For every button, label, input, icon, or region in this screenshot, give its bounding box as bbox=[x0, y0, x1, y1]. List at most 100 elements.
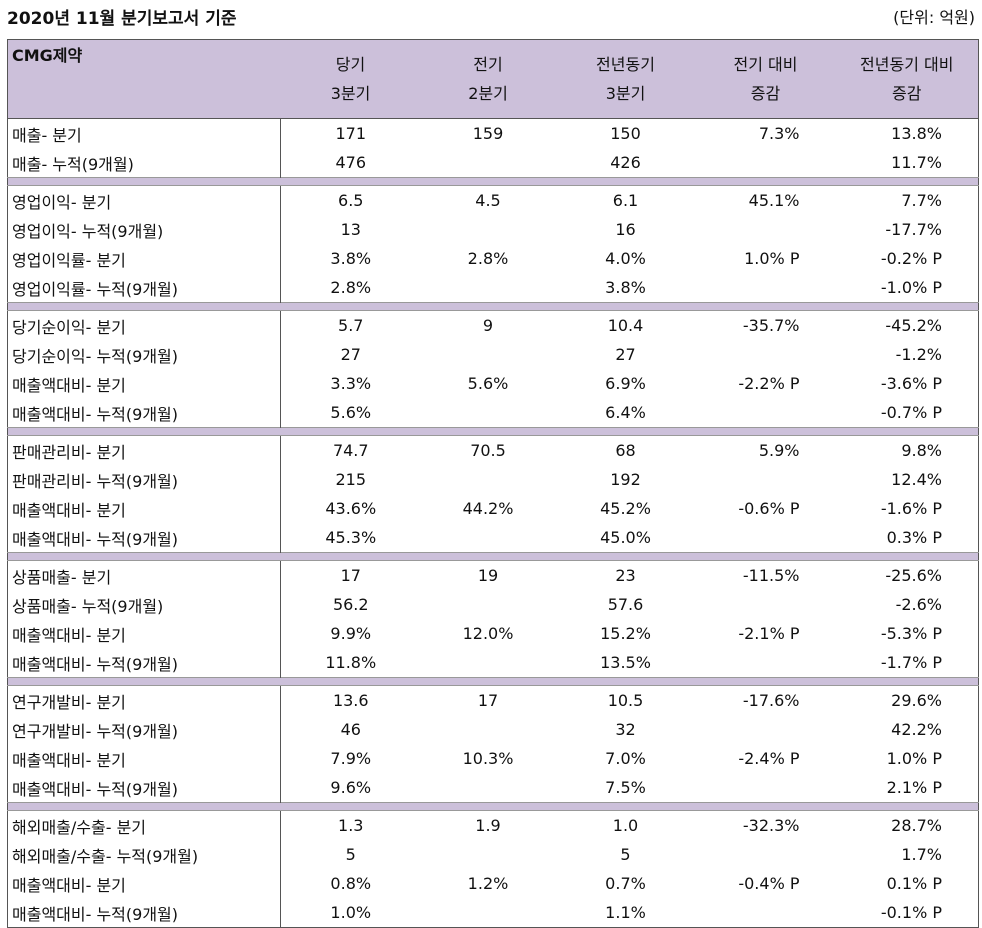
cell-current: 3.8% bbox=[330, 249, 372, 268]
section-divider-bar bbox=[7, 302, 979, 311]
section-divider bbox=[7, 302, 979, 311]
cell-vs-previous bbox=[696, 590, 836, 619]
cell-vs-year-ago: 1.0% P bbox=[886, 749, 942, 768]
cell-year-ago: 23 bbox=[615, 566, 636, 585]
table-row: 매출- 분기 171 159 150 7.3% 13.8% bbox=[7, 118, 979, 148]
cell-year-ago: 32 bbox=[615, 720, 636, 739]
col-header-year-ago: 전년동기 3분기 bbox=[555, 39, 696, 119]
row-label: 해외매출/수출- 분기 bbox=[7, 810, 281, 840]
cell-previous: 19 bbox=[477, 566, 499, 585]
col-header-line: 전기 bbox=[473, 55, 503, 74]
table-row: 상품매출- 누적(9개월) 56.2 57.6 -2.6% bbox=[7, 590, 979, 619]
cell-vs-previous: -32.3% bbox=[742, 816, 800, 835]
table-row: 영업이익- 분기 6.5 4.5 6.1 45.1% 7.7% bbox=[7, 185, 979, 215]
cell-current: 2.8% bbox=[330, 278, 372, 297]
table-row: 매출액대비- 누적(9개월) 5.6% 6.4% -0.7% P bbox=[7, 398, 979, 428]
row-label: 당기순이익- 분기 bbox=[7, 310, 281, 340]
cell-current: 0.8% bbox=[330, 874, 372, 893]
report-header: 2020년 11월 분기보고서 기준 (단위: 억원) bbox=[7, 0, 977, 36]
header-row: CMG제약 당기 3분기 전기 2분기 전년동기 3분기 전기 대비 증감 전년… bbox=[7, 39, 979, 119]
row-label: 매출액대비- 분기 bbox=[7, 744, 281, 773]
cell-vs-previous: 7.3% bbox=[758, 124, 800, 143]
company-name: CMG제약 bbox=[7, 39, 281, 119]
col-header-vs-previous: 전기 대비 증감 bbox=[695, 39, 836, 119]
cell-previous: 44.2% bbox=[462, 499, 514, 518]
section-divider bbox=[7, 802, 979, 811]
cell-vs-previous bbox=[696, 523, 836, 553]
section-divider-bar bbox=[7, 552, 979, 561]
cell-previous bbox=[421, 465, 556, 494]
cell-previous bbox=[421, 215, 556, 244]
section-divider-bar bbox=[7, 802, 979, 811]
financial-table: CMG제약 당기 3분기 전기 2분기 전년동기 3분기 전기 대비 증감 전년… bbox=[7, 39, 979, 928]
section-divider-bar bbox=[7, 677, 979, 686]
table-row: 매출액대비- 누적(9개월) 1.0% 1.1% -0.1% P bbox=[7, 898, 979, 928]
cell-vs-year-ago: -5.3% P bbox=[880, 624, 942, 643]
cell-current: 171 bbox=[335, 124, 367, 143]
col-header-line: 증감 bbox=[892, 84, 922, 103]
table-row: 해외매출/수출- 분기 1.3 1.9 1.0 -32.3% 28.7% bbox=[7, 810, 979, 840]
cell-year-ago: 426 bbox=[610, 153, 641, 172]
col-header-previous: 전기 2분기 bbox=[420, 39, 556, 119]
section-divider bbox=[7, 552, 979, 561]
section-divider bbox=[7, 427, 979, 436]
cell-current: 46 bbox=[340, 720, 361, 739]
row-label: 매출액대비- 분기 bbox=[7, 619, 281, 648]
row-label: 매출액대비- 분기 bbox=[7, 369, 281, 398]
cell-year-ago: 10.5 bbox=[607, 691, 644, 710]
cell-previous bbox=[421, 898, 556, 928]
cell-vs-year-ago: 2.1% P bbox=[886, 778, 942, 797]
cell-current: 13.6 bbox=[332, 691, 369, 710]
row-label: 상품매출- 분기 bbox=[7, 560, 281, 590]
cell-current: 45.3% bbox=[325, 528, 377, 547]
cell-previous: 17 bbox=[477, 691, 499, 710]
cell-vs-previous: -35.7% bbox=[742, 316, 800, 335]
cell-previous bbox=[421, 773, 556, 803]
table-row: 매출액대비- 누적(9개월) 45.3% 45.0% 0.3% P bbox=[7, 523, 979, 553]
table-header: CMG제약 당기 3분기 전기 2분기 전년동기 3분기 전기 대비 증감 전년… bbox=[7, 39, 979, 119]
cell-previous bbox=[421, 148, 556, 178]
table-row: 연구개발비- 누적(9개월) 46 32 42.2% bbox=[7, 715, 979, 744]
section-divider-bar bbox=[7, 427, 979, 436]
table-row: 매출액대비- 분기 9.9% 12.0% 15.2% -2.1% P -5.3% P bbox=[7, 619, 979, 648]
section-divider-bar bbox=[7, 177, 979, 186]
cell-year-ago: 57.6 bbox=[607, 595, 644, 614]
cell-vs-previous: 45.1% bbox=[748, 191, 800, 210]
row-label: 상품매출- 누적(9개월) bbox=[7, 590, 281, 619]
table-body: 매출- 분기 171 159 150 7.3% 13.8% 매출- 누적(9개월) 476 42… bbox=[7, 118, 979, 928]
cell-previous: 5.6% bbox=[467, 374, 509, 393]
cell-previous: 159 bbox=[472, 124, 504, 143]
col-header-line: 3분기 bbox=[605, 84, 646, 103]
cell-vs-previous bbox=[696, 715, 836, 744]
cell-vs-previous bbox=[696, 148, 836, 178]
report-title: 2020년 11월 분기보고서 기준 bbox=[7, 9, 237, 29]
table-row: 당기순이익- 분기 5.7 9 10.4 -35.7% -45.2% bbox=[7, 310, 979, 340]
cell-current: 11.8% bbox=[325, 653, 377, 672]
cell-vs-year-ago: 11.7% bbox=[891, 153, 942, 172]
cell-current: 3.3% bbox=[330, 374, 372, 393]
cell-current: 9.9% bbox=[330, 624, 372, 643]
table-row: 매출액대비- 분기 43.6% 44.2% 45.2% -0.6% P -1.6% P bbox=[7, 494, 979, 523]
cell-year-ago: 6.4% bbox=[605, 403, 646, 422]
cell-year-ago: 6.9% bbox=[605, 374, 646, 393]
col-header-line: 전기 대비 bbox=[733, 55, 798, 74]
table-row: 영업이익률- 누적(9개월) 2.8% 3.8% -1.0% P bbox=[7, 273, 979, 303]
cell-previous: 70.5 bbox=[470, 441, 506, 460]
cell-current: 7.9% bbox=[330, 749, 372, 768]
cell-vs-year-ago: -3.6% P bbox=[880, 374, 942, 393]
cell-vs-year-ago: -45.2% bbox=[885, 316, 942, 335]
cell-vs-year-ago: 1.7% bbox=[901, 845, 942, 864]
row-label: 매출액대비- 누적(9개월) bbox=[7, 398, 281, 428]
cell-vs-year-ago: 9.8% bbox=[901, 441, 942, 460]
row-label: 해외매출/수출- 누적(9개월) bbox=[7, 840, 281, 869]
table-row: 매출액대비- 누적(9개월) 9.6% 7.5% 2.1% P bbox=[7, 773, 979, 803]
cell-vs-previous: -0.4% P bbox=[738, 874, 800, 893]
cell-vs-year-ago: -0.7% P bbox=[880, 403, 942, 422]
cell-vs-previous bbox=[696, 648, 836, 678]
table-row: 매출액대비- 누적(9개월) 11.8% 13.5% -1.7% P bbox=[7, 648, 979, 678]
cell-previous: 2.8% bbox=[467, 249, 509, 268]
cell-vs-previous bbox=[696, 273, 836, 303]
cell-year-ago: 13.5% bbox=[600, 653, 651, 672]
cell-vs-previous: 5.9% bbox=[758, 441, 800, 460]
cell-year-ago: 68 bbox=[615, 441, 636, 460]
